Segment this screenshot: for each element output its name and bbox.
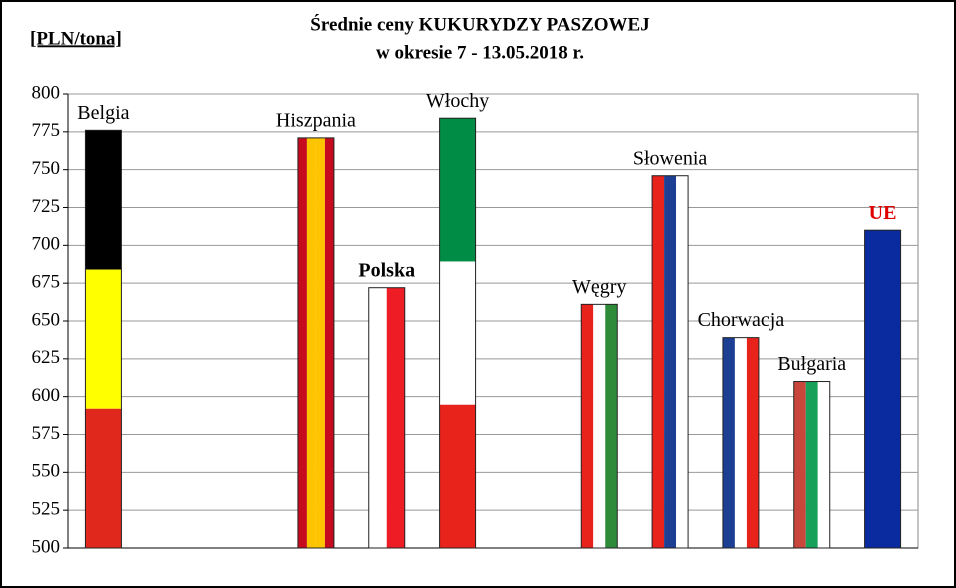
bar-outline [439,117,477,549]
y-tick-label: 550 [32,461,61,482]
bar-outline [793,381,831,549]
bar-outline [297,137,335,549]
bar-label: Hiszpania [276,109,356,131]
bar-stripe [676,175,689,548]
y-tick-label: 725 [32,196,61,217]
bar-stripe [306,137,316,549]
bar [368,287,406,549]
bar-outline [368,287,406,549]
bar-stripe [315,137,325,549]
bar-outline [864,229,902,549]
y-tick-label: 750 [32,158,61,179]
bar [864,229,902,549]
bar-stripe [805,381,818,548]
bar-label: Polska [358,259,415,281]
bar [793,381,831,549]
bar [651,175,689,549]
bar-stripe [864,230,901,548]
bar-stripe [85,130,122,270]
bar [297,137,335,549]
bar-stripe [734,337,747,548]
bar-stripe [439,261,476,405]
bar-stripe [722,337,735,548]
bar-stripe [439,404,476,548]
y-tick-label: 500 [32,536,61,557]
bar-label: Węgry [572,276,626,298]
bar-label: UE [869,202,897,224]
bar-outline [651,175,689,549]
bar-label: Słowenia [633,147,708,169]
y-tick-label: 650 [32,309,61,330]
bar-label: Włochy [426,90,489,112]
bar-stripe [297,137,307,549]
y-tick-label: 675 [32,272,61,293]
y-tick-label: 775 [32,120,61,141]
bar-stripe [593,304,606,548]
bar-stripe [746,337,759,548]
bar [439,117,477,549]
bar-stripe [386,287,405,548]
bar [84,129,122,549]
bar-label: Bułgaria [777,353,846,375]
bar-stripe [605,304,618,548]
y-tick-label: 600 [32,385,61,406]
bar-stripe [793,381,806,548]
bar-stripe [85,408,122,548]
y-axis-label: [PLN/tona] [30,28,122,49]
y-tick-label: 525 [32,499,61,520]
bar-label: Belgia [77,102,129,124]
bar-stripe [324,137,334,549]
bar-outline [580,303,618,549]
bar-stripe [85,269,122,409]
bar-stripe [439,118,476,262]
chart-subtitle: w okresie 7 - 13.05.2018 r. [376,42,584,63]
bar-label: Chorwacja [698,309,785,331]
bar-stripe [652,175,665,548]
bar [722,337,760,549]
bar-stripe [581,304,594,548]
bar-stripe [817,381,830,548]
y-tick-label: 625 [32,347,61,368]
bar-outline [84,129,122,549]
bar [580,303,618,549]
bar-stripe [664,175,677,548]
y-tick-label: 575 [32,423,61,444]
y-tick-label: 700 [32,234,61,255]
bar-outline [722,337,760,549]
y-tick-label: 800 [32,82,61,103]
bar-stripe [368,287,387,548]
chart-title: Średnie ceny KUKURYDZY PASZOWEJ [310,13,649,35]
